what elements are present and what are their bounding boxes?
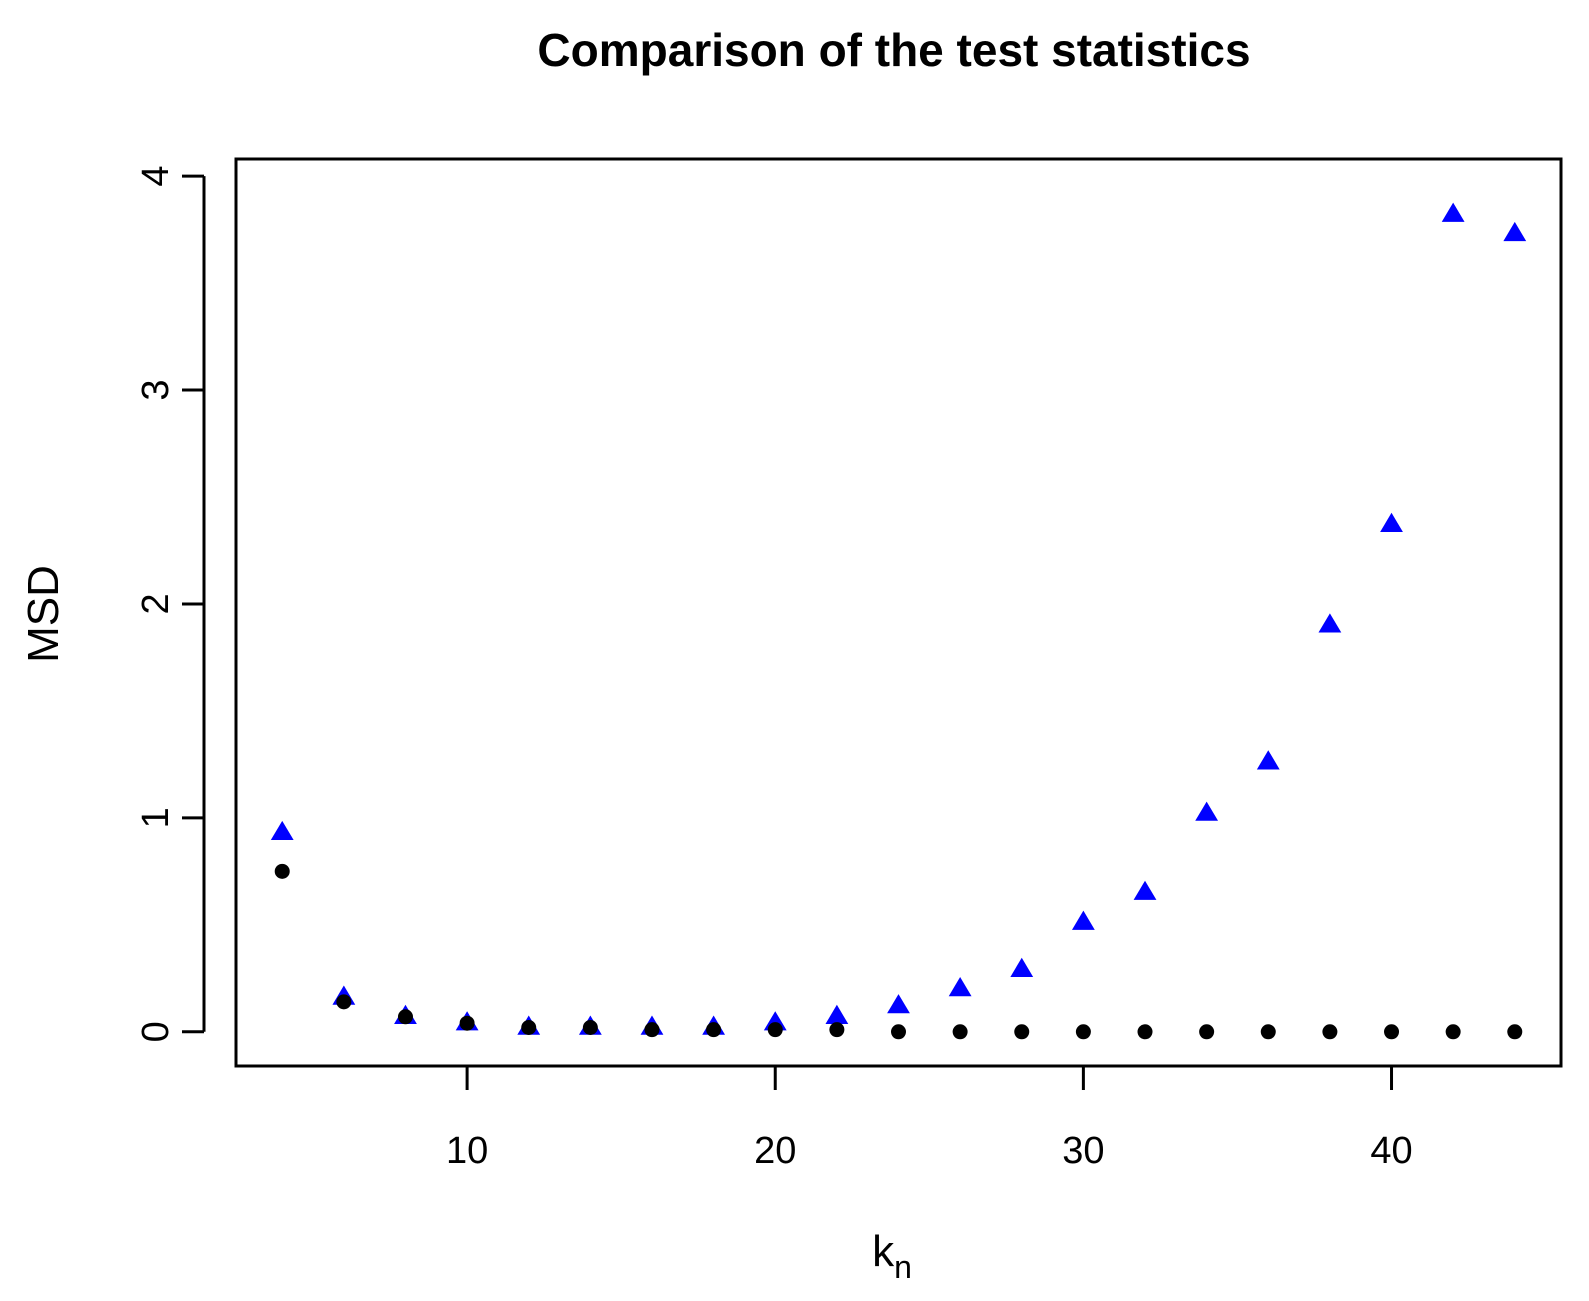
x-axis-label-main: k xyxy=(872,1227,895,1276)
triangle-point xyxy=(1133,880,1157,900)
circle-point xyxy=(336,994,352,1010)
y-axis-label: MSD xyxy=(19,565,68,663)
series-circle-points xyxy=(274,863,1523,1040)
y-tick-label: 0 xyxy=(135,1021,177,1042)
y-tick-label: 4 xyxy=(135,166,177,187)
x-tick-label: 10 xyxy=(446,1130,488,1172)
y-axis: 0 1 2 3 4 xyxy=(135,166,206,1042)
data-points xyxy=(270,202,1527,1040)
circle-point xyxy=(1075,1024,1091,1040)
circle-point xyxy=(829,1022,845,1038)
chart-title: Comparison of the test statistics xyxy=(537,24,1250,76)
circle-point xyxy=(1137,1024,1153,1040)
triangle-point xyxy=(270,820,294,841)
circle-point xyxy=(644,1022,660,1038)
x-axis-label: kn xyxy=(872,1227,912,1285)
circle-point xyxy=(891,1024,906,1040)
circle-point xyxy=(1445,1024,1461,1040)
circle-point xyxy=(521,1019,537,1035)
triangle-point xyxy=(825,1004,849,1024)
triangle-point xyxy=(948,976,972,997)
circle-point xyxy=(1199,1024,1215,1040)
triangle-point xyxy=(1071,910,1095,930)
circle-point xyxy=(397,1009,413,1025)
circle-point xyxy=(459,1015,475,1031)
triangle-point xyxy=(1010,957,1034,977)
circle-point xyxy=(1507,1024,1523,1040)
circle-point xyxy=(582,1019,598,1035)
circle-point xyxy=(1384,1024,1400,1040)
x-tick-label: 40 xyxy=(1370,1130,1412,1172)
y-tick-label: 2 xyxy=(135,593,177,614)
triangle-point xyxy=(1503,221,1527,242)
circle-point xyxy=(1260,1024,1276,1040)
circle-point xyxy=(952,1024,968,1040)
plot-area-frame xyxy=(234,157,1563,1068)
circle-point xyxy=(706,1022,722,1038)
circle-point xyxy=(1322,1024,1338,1040)
x-tick-label: 20 xyxy=(754,1130,796,1172)
series-triangle-points xyxy=(270,202,1527,1035)
triangle-point xyxy=(1380,512,1403,532)
y-tick-label: 1 xyxy=(135,807,177,828)
x-axis: 10 20 30 40 xyxy=(446,1064,1413,1172)
x-axis-label-subscript: n xyxy=(894,1249,912,1285)
circle-point xyxy=(1014,1024,1030,1040)
circle-point xyxy=(274,863,290,879)
y-tick-label: 3 xyxy=(135,379,177,400)
triangle-point xyxy=(1256,750,1280,770)
triangle-point xyxy=(887,994,910,1014)
triangle-point xyxy=(1318,613,1342,633)
circle-point xyxy=(767,1022,783,1038)
x-tick-label: 30 xyxy=(1062,1130,1104,1172)
triangle-point xyxy=(1441,202,1465,222)
triangle-point xyxy=(1195,801,1219,821)
